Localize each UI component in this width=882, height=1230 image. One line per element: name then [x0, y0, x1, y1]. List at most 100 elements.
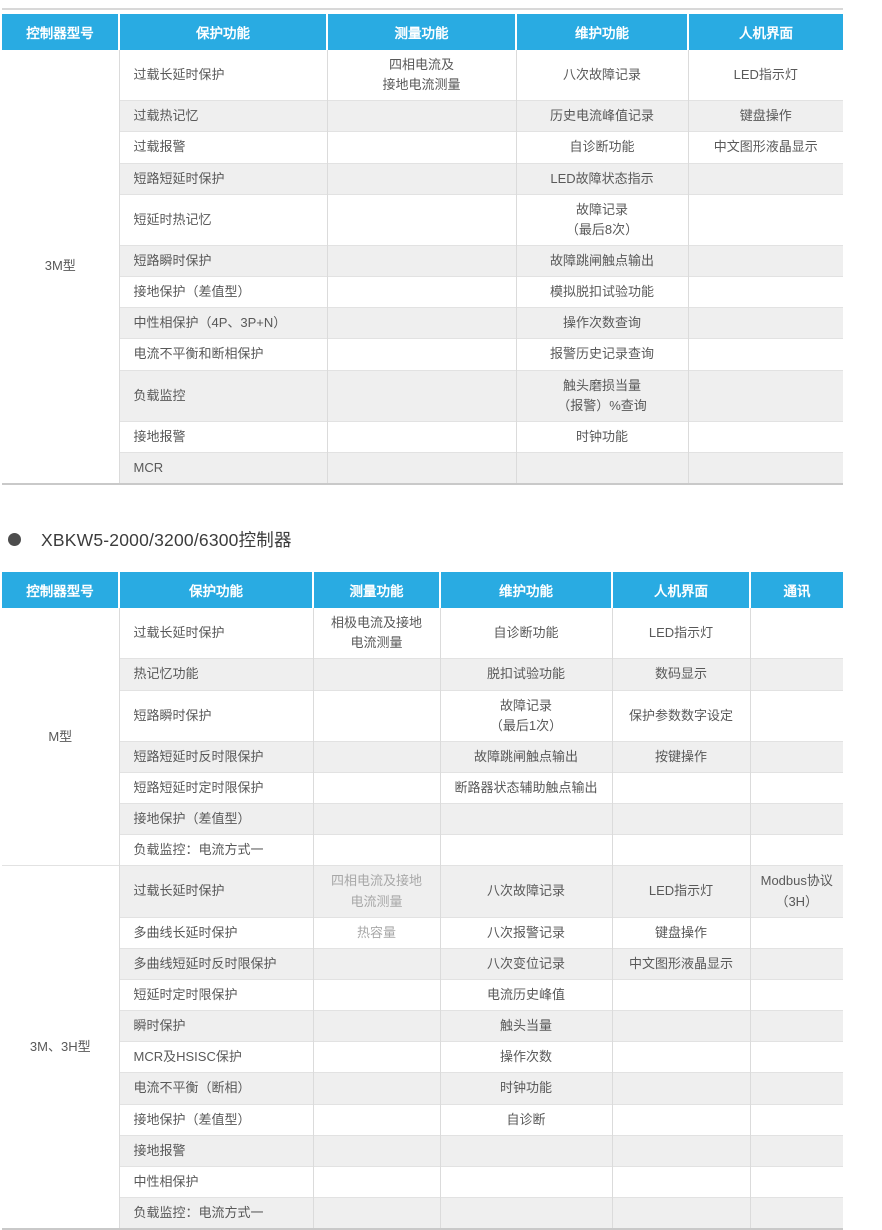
- protection-cell: 短路短延时定时限保护: [119, 771, 314, 804]
- spec-cell: [313, 1103, 441, 1136]
- spec-cell: [327, 100, 517, 132]
- top-divider: [2, 8, 843, 10]
- spec-cell: [612, 803, 751, 835]
- protection-cell: 过载长延时保护: [119, 608, 314, 659]
- table-row: 短路短延时定时限保护 断路器状态辅助触点输出: [2, 771, 843, 804]
- spec-cell: [327, 244, 517, 277]
- protection-cell: 接地报警: [119, 1134, 314, 1167]
- spec-cell: [750, 916, 843, 949]
- table-row: 接地保护（差值型） 自诊断: [2, 1103, 843, 1136]
- table-row: 负载监控 触头磨损当量 （报警）%查询: [2, 369, 843, 422]
- spec-cell: [313, 689, 441, 742]
- table-row: 3M型 过载长延时保护 四相电流及 接地电流测量 八次故障记录 LED指示灯: [2, 50, 843, 485]
- spec-cell: Modbus协议 （3H）: [750, 865, 843, 918]
- spec-cell: 相极电流及接地 电流测量: [313, 608, 441, 659]
- spec-cell: 模拟脱扣试验功能: [516, 276, 689, 308]
- spec-cell: [313, 947, 441, 980]
- spec-cell: [313, 803, 441, 835]
- spec-cell: [688, 244, 843, 277]
- table-row: 3M、3H型 过载长延时保护 四相电流及接地 电流测量 八次故障记录 LED指示灯 Mod…: [2, 865, 843, 1230]
- spec-cell: [688, 338, 843, 371]
- spec-cell: 四相电流及 接地电流测量: [327, 50, 517, 101]
- column-header: 保护功能: [118, 572, 313, 609]
- spec-cell: [612, 1103, 751, 1136]
- spec-cell: 八次故障记录: [516, 50, 689, 101]
- spec-cell: [612, 771, 751, 804]
- table1-head: 控制器型号 保护功能 测量功能 维护功能 人机界面: [2, 14, 843, 50]
- column-header: 通讯: [749, 572, 843, 609]
- table-row: 中性相保护: [2, 1165, 843, 1198]
- spec-cell: [327, 131, 517, 164]
- protection-cell: 负载监控: [119, 369, 328, 422]
- protection-cell: 过载长延时保护: [119, 50, 328, 101]
- protection-cell: 多曲线短延时反时限保护: [119, 947, 314, 980]
- spec-cell: 键盘操作: [612, 916, 751, 949]
- model-group: 3M、3H型 过载长延时保护 四相电流及接地 电流测量 八次故障记录 LED指示灯 Mod…: [2, 865, 843, 1230]
- table1-header-row: 控制器型号 保护功能 测量功能 维护功能 人机界面: [2, 14, 843, 50]
- protection-cell: 短路短延时反时限保护: [119, 740, 314, 773]
- spec-cell: [327, 193, 517, 246]
- protection-cell: 热记忆功能: [119, 658, 314, 691]
- spec-cell: [750, 608, 843, 659]
- table-row: 短路短延时保护 LED故障状态指示: [2, 162, 843, 195]
- spec-cell: 操作次数: [440, 1041, 613, 1073]
- spec-cell: [440, 1165, 613, 1198]
- protection-cell: MCR及HSISC保护: [119, 1041, 314, 1073]
- column-header: 控制器型号: [2, 14, 119, 50]
- spec-cell: 保护参数数字设定: [612, 689, 751, 742]
- spec-cell: [327, 307, 517, 339]
- protection-cell: 过载长延时保护: [119, 865, 314, 918]
- column-header: 人机界面: [611, 572, 750, 609]
- spec-cell: [750, 1196, 843, 1230]
- spec-cell: [750, 658, 843, 691]
- model-cell: M型: [2, 608, 120, 866]
- protection-cell: 短路瞬时保护: [119, 244, 328, 277]
- table-row: 接地保护（差值型）: [2, 803, 843, 835]
- table-row: 负载监控：电流方式一: [2, 834, 843, 866]
- protection-cell: 接地保护（差值型）: [119, 1103, 314, 1136]
- spec-cell: [440, 1196, 613, 1230]
- table-row: 多曲线长延时保护 热容量 八次报警记录 键盘操作: [2, 916, 843, 949]
- spec-cell: [688, 369, 843, 422]
- protection-cell: 负载监控：电流方式一: [119, 834, 314, 866]
- table-row: 短路瞬时保护 故障跳闸触点输出: [2, 244, 843, 277]
- bullet-icon: [8, 533, 21, 547]
- spec-cell: [313, 771, 441, 804]
- table-row: 短延时热记忆 故障记录 （最后8次）: [2, 193, 843, 246]
- spec-cell: [612, 1072, 751, 1104]
- spec-cell: 脱扣试验功能: [440, 658, 613, 691]
- protection-cell: 短延时定时限保护: [119, 978, 314, 1011]
- table2-head: 控制器型号 保护功能 测量功能 维护功能 人机界面 通讯: [2, 572, 843, 609]
- protection-cell: 接地保护（差值型）: [119, 803, 314, 835]
- protection-cell: 过载热记忆: [119, 100, 328, 132]
- spec-cell: [440, 1134, 613, 1167]
- spec-cell: [612, 1165, 751, 1198]
- spec-cell: 热容量: [313, 916, 441, 949]
- spec-cell: 故障跳闸触点输出: [516, 244, 689, 277]
- model-cell: 3M、3H型: [2, 865, 120, 1230]
- table-row: 电流不平衡和断相保护 报警历史记录查询: [2, 338, 843, 371]
- spec-cell: 报警历史记录查询: [516, 338, 689, 371]
- spec-cell: 电流历史峰值: [440, 978, 613, 1011]
- spec-cell: 八次报警记录: [440, 916, 613, 949]
- spec-cell: [688, 420, 843, 453]
- spec-cell: 时钟功能: [440, 1072, 613, 1104]
- spec-cell: [612, 1196, 751, 1230]
- spec-cell: [750, 834, 843, 866]
- controller-spec-table-3m: 控制器型号 保护功能 测量功能 维护功能 人机界面 3M型 过载长延时保护 四相电流及 接地…: [2, 14, 843, 486]
- spec-cell: [750, 1134, 843, 1167]
- protection-cell: 接地报警: [119, 420, 328, 453]
- spec-cell: [313, 1134, 441, 1167]
- protection-cell: 短路瞬时保护: [119, 689, 314, 742]
- table-row: 接地报警: [2, 1134, 843, 1167]
- protection-cell: 瞬时保护: [119, 1010, 314, 1042]
- spec-cell: 自诊断: [440, 1103, 613, 1136]
- table-row: 负载监控：电流方式一: [2, 1196, 843, 1230]
- protection-cell: 负载监控：电流方式一: [119, 1196, 314, 1230]
- spec-cell: 故障记录 （最后1次）: [440, 689, 613, 742]
- spec-cell: 触头当量: [440, 1010, 613, 1042]
- column-header: 保护功能: [118, 14, 327, 50]
- spec-cell: 历史电流峰值记录: [516, 100, 689, 132]
- table-row: 过载热记忆 历史电流峰值记录 键盘操作: [2, 100, 843, 132]
